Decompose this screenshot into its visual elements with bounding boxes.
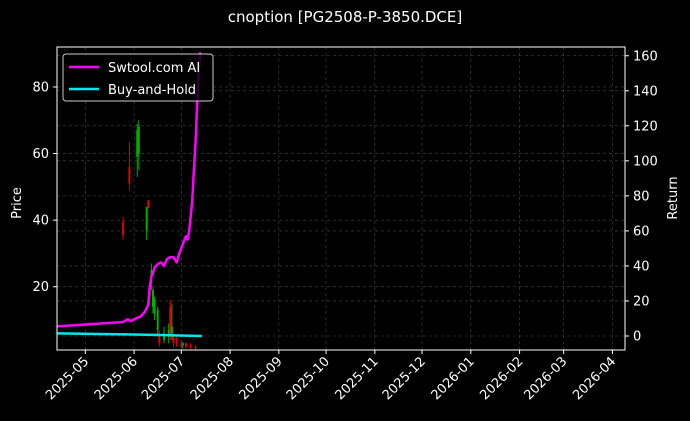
plot-frame [56, 46, 626, 351]
candle-body [147, 200, 150, 209]
series-line-buy-and-hold [56, 332, 202, 338]
y-tick-label: 20 [32, 280, 49, 295]
y-tick-label: 40 [32, 214, 49, 229]
candle-body [170, 326, 173, 334]
y2-tick-label: 20 [633, 294, 650, 309]
y-tick-label: 60 [32, 147, 49, 162]
candlestick-layer [122, 120, 197, 350]
candle-body [169, 306, 172, 337]
candle-body [151, 290, 154, 307]
y2-tick-label: 80 [633, 189, 650, 204]
y2-tick-label: 100 [633, 154, 658, 169]
legend-label-buy-and-hold: Buy-and-Hold [108, 83, 196, 98]
candle-body [181, 343, 184, 346]
y2-tick-label: 160 [633, 49, 658, 64]
candle-body [153, 300, 156, 314]
candle-body [189, 345, 192, 348]
chart-title: cnoption [PG2508-P-3850.DCE] [228, 8, 463, 26]
candle-body [185, 343, 188, 347]
candle-body [175, 340, 178, 344]
y2-tick-label: 120 [633, 119, 658, 134]
candle-body [180, 343, 183, 347]
secondary-y-axis-label: Return [666, 176, 681, 219]
candle-body [128, 166, 131, 184]
candle-body [122, 221, 125, 236]
series-line-swtool [56, 52, 202, 328]
y2-tick-label: 140 [633, 84, 658, 99]
series-layer [56, 52, 202, 338]
y2-tick-label: 0 [633, 329, 641, 344]
candle-body [156, 310, 159, 331]
legend-label-swtool: Swtool.com AI [108, 61, 200, 76]
candle-body [158, 333, 161, 344]
legend-box [62, 53, 214, 102]
y2-tick-label: 60 [633, 224, 650, 239]
candle-body [137, 126, 140, 154]
y-tick-label: 80 [32, 80, 49, 95]
legend: Swtool.com AI Buy-and-Hold [62, 53, 214, 102]
candle-body [162, 333, 165, 341]
y2-tick-label: 40 [633, 259, 650, 274]
candle-body [136, 130, 139, 157]
candle-body [172, 336, 175, 344]
candle-body [167, 330, 170, 337]
candle-body [194, 346, 197, 349]
y-axis-label: Price [10, 187, 25, 219]
candle-body [145, 206, 148, 231]
